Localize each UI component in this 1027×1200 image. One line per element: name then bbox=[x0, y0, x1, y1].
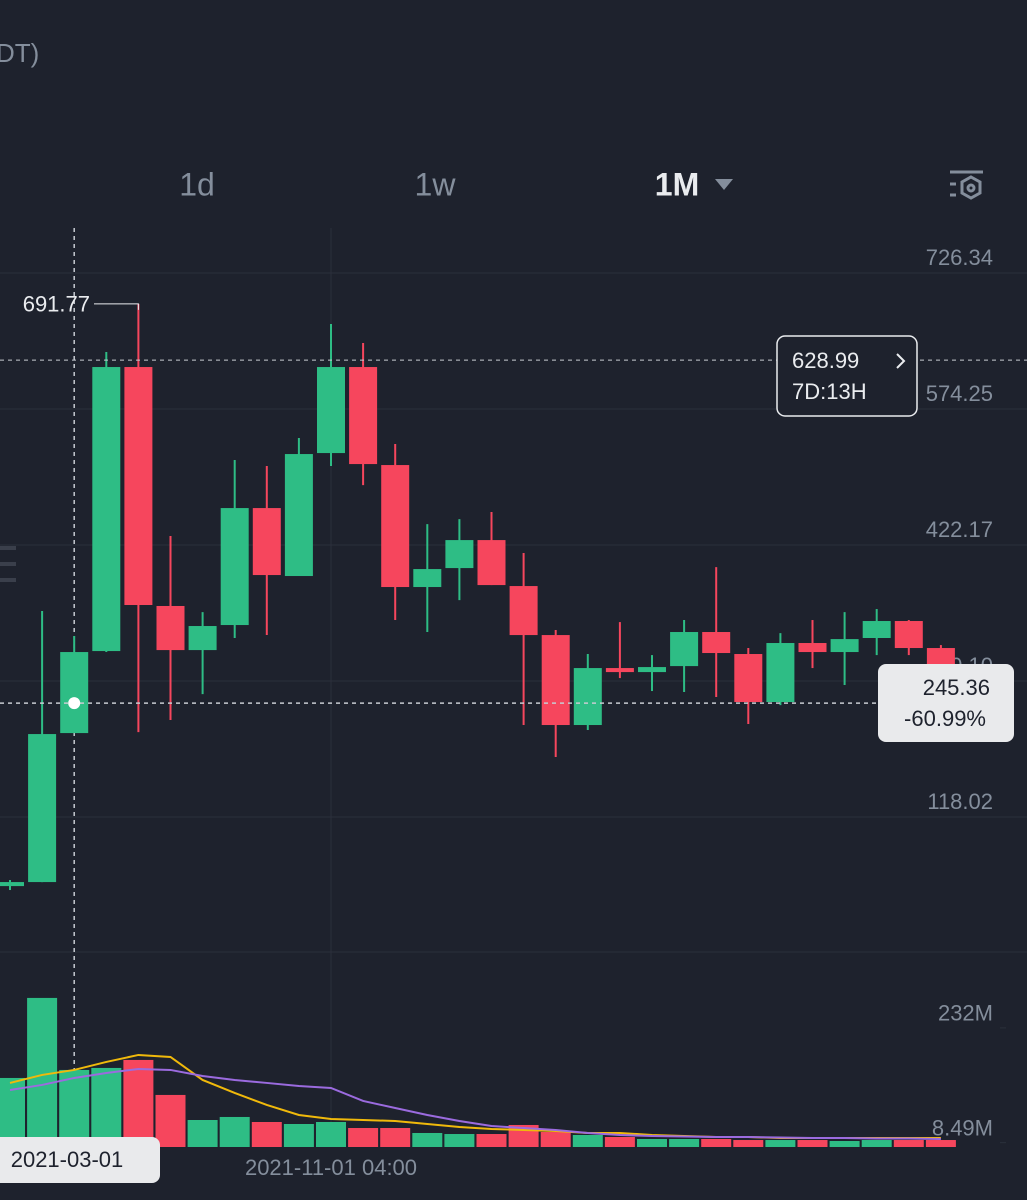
settings-icon[interactable] bbox=[950, 170, 983, 200]
countdown-label: 7D:13H bbox=[792, 379, 867, 404]
candle-body bbox=[830, 639, 859, 653]
volume-ma-line bbox=[9, 1067, 941, 1140]
volume-bar bbox=[765, 1140, 796, 1147]
candle-body bbox=[670, 632, 699, 667]
volume-bar bbox=[412, 1132, 443, 1147]
volume-bar bbox=[572, 1134, 603, 1147]
candle-body bbox=[862, 621, 891, 639]
volume-bar bbox=[251, 1122, 282, 1147]
crosshair-dot bbox=[68, 697, 81, 710]
candle-body bbox=[509, 586, 538, 636]
volume-bar bbox=[444, 1134, 475, 1147]
candle-body bbox=[60, 652, 89, 734]
high-marker-line bbox=[94, 303, 139, 310]
y-tick-label: 726.34 bbox=[926, 245, 993, 270]
volume-bar bbox=[733, 1140, 764, 1147]
candle-body bbox=[92, 367, 121, 652]
candle-body bbox=[188, 626, 217, 651]
tab[interactable]: 1d bbox=[179, 166, 215, 202]
volume-bar bbox=[604, 1136, 635, 1147]
volume-bar bbox=[476, 1134, 507, 1147]
candle-body bbox=[413, 569, 442, 588]
candle-body bbox=[0, 882, 24, 887]
candle-body bbox=[220, 508, 249, 626]
candle-body bbox=[766, 643, 795, 703]
volume-bar bbox=[637, 1138, 667, 1147]
candle-body bbox=[477, 540, 506, 586]
volume-tick-label: 8.49M bbox=[932, 1115, 993, 1140]
countdown-box bbox=[776, 335, 918, 417]
candle-body bbox=[702, 632, 731, 654]
candle-body bbox=[124, 367, 153, 606]
volume-bar bbox=[348, 1128, 379, 1147]
crosshair-date-box bbox=[0, 1137, 160, 1183]
volume-bar bbox=[219, 1116, 250, 1147]
candle-body bbox=[252, 508, 281, 576]
volume-tick-label: 232M bbox=[938, 1001, 993, 1026]
dropdown-caret[interactable] bbox=[715, 179, 733, 190]
volume-bar bbox=[59, 1069, 90, 1147]
volume-bar bbox=[701, 1138, 732, 1147]
volume-bar bbox=[380, 1128, 411, 1147]
candle-body bbox=[734, 654, 763, 703]
candle-body bbox=[317, 367, 345, 454]
volume-bar bbox=[91, 1067, 122, 1147]
volume-bar bbox=[123, 1059, 154, 1147]
candle-body bbox=[381, 465, 410, 588]
candle-body bbox=[573, 668, 602, 726]
tab-active[interactable]: 1M bbox=[655, 166, 699, 202]
tab[interactable]: 1w bbox=[415, 166, 457, 202]
candle-body bbox=[349, 367, 378, 465]
volume-bar bbox=[187, 1119, 218, 1147]
candle-body bbox=[605, 668, 634, 673]
high-label: 691.77 bbox=[23, 292, 90, 317]
price-line-label: 628.99 bbox=[792, 348, 859, 373]
header-title: DT) bbox=[0, 38, 39, 68]
chevron bbox=[896, 353, 906, 369]
y-tick-label: 574.25 bbox=[926, 381, 993, 406]
y-tick-label: 422.17 bbox=[926, 517, 993, 542]
candle-body bbox=[28, 734, 57, 883]
candle-body bbox=[541, 635, 570, 726]
x-tick-label: 2021-11-01 04:00 bbox=[245, 1155, 417, 1180]
volume-bar bbox=[925, 1140, 956, 1147]
y-tick-label: 118.02 bbox=[927, 789, 993, 814]
crosshair-date-label: 2021-03-01 bbox=[11, 1147, 124, 1172]
candle-body bbox=[894, 621, 923, 649]
volume-bar bbox=[669, 1138, 700, 1147]
candle-body bbox=[445, 540, 474, 569]
candle-body bbox=[284, 454, 313, 577]
volume-bar bbox=[316, 1122, 346, 1147]
change-label: -60.99% bbox=[904, 706, 986, 731]
volume-bar bbox=[829, 1140, 860, 1147]
candle-body bbox=[798, 643, 827, 653]
menu-icon bbox=[0, 546, 16, 582]
volume-bar bbox=[893, 1140, 924, 1147]
current-price-box bbox=[878, 664, 1014, 742]
candle-body bbox=[638, 667, 666, 673]
volume-bar bbox=[155, 1094, 186, 1147]
volume-bar bbox=[283, 1124, 314, 1147]
volume-bar bbox=[540, 1132, 571, 1147]
volume-bar bbox=[861, 1140, 892, 1147]
volume-bar bbox=[797, 1140, 828, 1147]
candle-body bbox=[156, 605, 185, 651]
current-price-label: 245.36 bbox=[923, 675, 990, 700]
